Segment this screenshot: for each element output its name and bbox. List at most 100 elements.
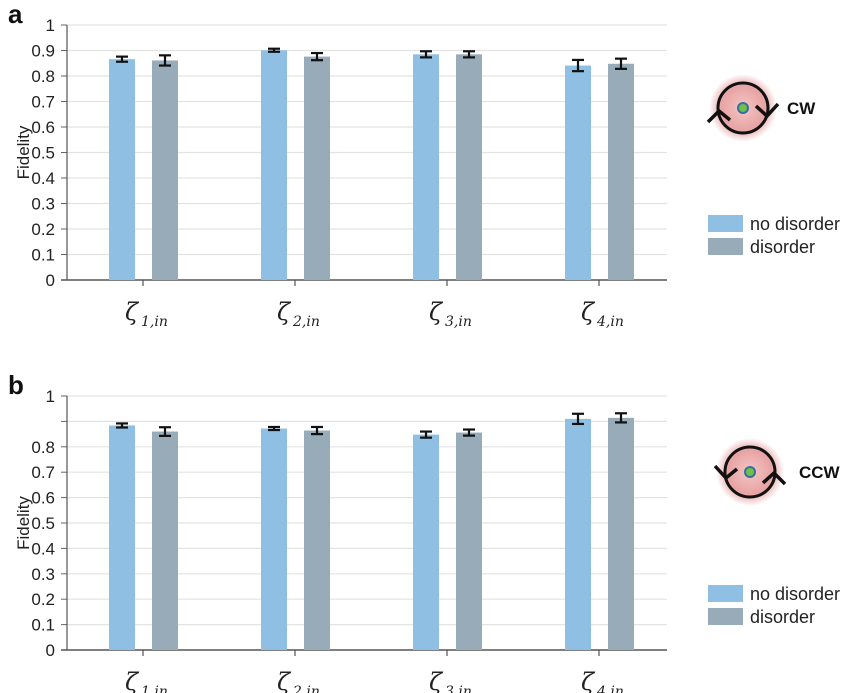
counterclockwise-rotation-icon — [713, 438, 787, 506]
bar-no-disorder — [109, 425, 135, 650]
y-tick-label: 0.2 — [31, 220, 55, 239]
bar-no-disorder — [413, 434, 439, 650]
category-symbol: ζ — [581, 298, 596, 326]
y-tick-label: 0.3 — [31, 195, 55, 214]
x-tick-label: ζ 4,in — [581, 668, 624, 693]
category-subscript: 4,in — [596, 684, 624, 693]
legend-label: no disorder — [750, 584, 840, 604]
y-tick-label: 0 — [46, 271, 55, 290]
error-bar — [572, 58, 584, 73]
center-dot — [744, 466, 756, 478]
y-tick-label: 1 — [46, 16, 55, 35]
bar-disorder — [152, 431, 178, 650]
y-tick-label: 0.3 — [31, 565, 55, 584]
category-symbol: ζ — [429, 298, 444, 326]
arrowhead — [713, 464, 739, 481]
legend-swatch — [708, 608, 743, 625]
x-tick-label: ζ 3,in — [429, 668, 472, 693]
legend-swatch — [708, 215, 743, 232]
x-tick-label: ζ 3,in — [429, 298, 472, 330]
y-tick-label: 0.4 — [31, 539, 55, 558]
x-tick-label: ζ 1,in — [125, 668, 168, 693]
error-bar — [572, 412, 584, 426]
category-symbol: ζ — [581, 668, 596, 693]
y-axis-label: Fidelity — [14, 125, 33, 179]
bar-no-disorder — [565, 418, 591, 650]
x-tick-label: ζ 2,in — [277, 668, 320, 693]
error-bar — [268, 425, 280, 432]
y-tick-label: 0.2 — [31, 590, 55, 609]
x-tick-label: ζ 4,in — [581, 298, 624, 330]
bar-disorder — [304, 430, 330, 650]
y-tick-label: 1 — [46, 387, 55, 406]
x-tick-label: ζ 2,in — [277, 298, 320, 330]
error-bar — [615, 412, 627, 424]
arrowhead — [761, 470, 787, 486]
y-tick-label: 0.7 — [31, 463, 55, 482]
y-tick-label: 0.8 — [31, 67, 55, 86]
bar-no-disorder — [261, 428, 287, 650]
category-symbol: ζ — [277, 668, 292, 693]
y-tick-label: 0.6 — [31, 118, 55, 137]
rotation-circle — [716, 81, 770, 135]
panel-label: a — [8, 0, 23, 29]
category-symbol: ζ — [277, 298, 292, 326]
y-axis-label: Fidelity — [14, 496, 33, 550]
error-bar — [268, 47, 280, 53]
center-dot — [737, 102, 749, 114]
bar-disorder — [608, 63, 634, 281]
error-bar — [311, 51, 323, 62]
category-subscript: 4,in — [596, 314, 624, 330]
bar-disorder — [456, 432, 482, 650]
bar-no-disorder — [413, 54, 439, 281]
error-bar — [615, 57, 627, 70]
bar-disorder — [608, 417, 634, 650]
arrowhead — [754, 102, 780, 119]
y-tick-label: 0.5 — [31, 144, 55, 163]
error-bar — [116, 422, 128, 429]
error-bar — [463, 428, 475, 437]
rotation-direction-label: CW — [787, 99, 816, 118]
legend-label: disorder — [750, 607, 815, 627]
category-subscript: 1,in — [141, 684, 168, 693]
category-subscript: 3,in — [445, 684, 472, 693]
error-bar — [116, 55, 128, 63]
error-bar — [159, 54, 171, 67]
category-symbol: ζ — [125, 668, 140, 693]
arrowhead — [706, 108, 732, 124]
category-subscript: 3,in — [445, 314, 472, 330]
error-bar — [159, 426, 171, 437]
error-bar — [420, 430, 432, 439]
legend-label: disorder — [750, 237, 815, 257]
bar-no-disorder — [261, 50, 287, 281]
y-tick-label: 0.8 — [31, 438, 55, 457]
category-subscript: 1,in — [141, 314, 168, 330]
panel-label: b — [8, 370, 24, 400]
bar-disorder — [456, 54, 482, 281]
rotation-direction-label: CCW — [799, 463, 841, 482]
y-tick-label: 0 — [46, 641, 55, 660]
y-tick-label: 0.4 — [31, 169, 55, 188]
y-tick-label: 0.1 — [31, 616, 55, 635]
bar-no-disorder — [109, 59, 135, 280]
category-subscript: 2,in — [292, 314, 320, 330]
y-tick-label: 0.5 — [31, 514, 55, 533]
y-tick-label: 0.7 — [31, 93, 55, 112]
category-symbol: ζ — [125, 298, 140, 326]
category-symbol: ζ — [429, 668, 444, 693]
y-tick-label: 0.6 — [31, 489, 55, 508]
error-bar — [463, 50, 475, 59]
y-tick-label: 0.1 — [31, 246, 55, 265]
bar-disorder — [152, 60, 178, 280]
legend-label: no disorder — [750, 214, 840, 234]
clockwise-rotation-icon — [706, 74, 780, 142]
bar-no-disorder — [565, 65, 591, 280]
legend-swatch — [708, 585, 743, 602]
bar-disorder — [304, 56, 330, 281]
category-subscript: 2,in — [292, 684, 320, 693]
legend-swatch — [708, 238, 743, 255]
error-bar — [420, 50, 432, 59]
